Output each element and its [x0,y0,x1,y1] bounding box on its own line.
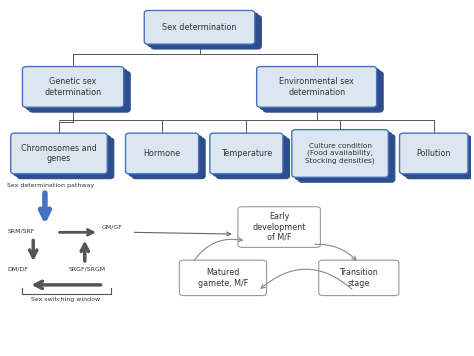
Text: Sex determination pathway: Sex determination pathway [8,183,95,188]
Text: Matured
gamete, M/F: Matured gamete, M/F [198,268,248,288]
FancyBboxPatch shape [129,136,202,176]
FancyBboxPatch shape [147,13,258,47]
Text: Genetic sex
determination: Genetic sex determination [45,77,101,96]
Text: Environmental sex
determination: Environmental sex determination [279,77,354,96]
FancyBboxPatch shape [292,130,388,177]
FancyBboxPatch shape [151,15,261,49]
Text: SRGF/SRGM: SRGF/SRGM [68,267,106,272]
FancyBboxPatch shape [132,138,205,179]
FancyBboxPatch shape [263,72,383,112]
FancyBboxPatch shape [126,133,199,174]
FancyBboxPatch shape [403,136,471,176]
Text: Culture condition
(Food availability,
Stocking densities): Culture condition (Food availability, St… [305,143,375,164]
Text: Temperature: Temperature [221,149,272,158]
FancyBboxPatch shape [17,138,114,179]
FancyBboxPatch shape [217,138,290,179]
FancyBboxPatch shape [213,136,286,176]
Text: Transition
stage: Transition stage [339,268,378,288]
Text: Pollution: Pollution [417,149,451,158]
Text: Early
development
of M/F: Early development of M/F [253,212,306,242]
Text: DM/DF: DM/DF [8,267,28,272]
FancyBboxPatch shape [11,133,107,174]
Text: Hormone: Hormone [144,149,181,158]
FancyBboxPatch shape [26,69,127,110]
FancyBboxPatch shape [295,132,392,180]
FancyBboxPatch shape [14,136,110,176]
FancyBboxPatch shape [29,72,130,112]
FancyBboxPatch shape [179,260,266,295]
FancyBboxPatch shape [406,138,474,179]
Text: Chromosomes and
genes: Chromosomes and genes [21,144,97,163]
Text: Sex switching window: Sex switching window [31,297,100,302]
FancyBboxPatch shape [210,133,283,174]
FancyBboxPatch shape [400,133,468,174]
FancyBboxPatch shape [22,67,124,107]
Text: SRM/SRF: SRM/SRF [8,228,35,233]
FancyBboxPatch shape [144,10,255,44]
FancyBboxPatch shape [238,207,320,247]
FancyBboxPatch shape [257,67,377,107]
Text: GM/GF: GM/GF [101,225,122,230]
FancyBboxPatch shape [298,135,395,182]
FancyBboxPatch shape [319,260,399,295]
Text: Sex determination: Sex determination [162,23,237,32]
FancyBboxPatch shape [260,69,380,110]
